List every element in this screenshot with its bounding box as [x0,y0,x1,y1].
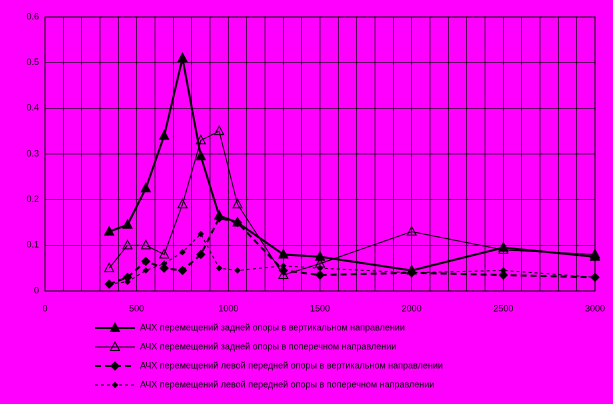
x-tick-label: 2500 [493,303,513,313]
marker [589,248,601,259]
marker [214,213,224,223]
marker [196,249,206,260]
marker [142,267,150,274]
marker [500,267,507,274]
marker [159,263,169,273]
x-tick-label: 1500 [310,303,330,313]
marker [158,129,170,140]
x-tick-label: 1000 [218,303,238,313]
series-line [108,57,596,272]
marker [280,262,287,270]
marker [140,239,152,250]
x-tick-label: 3000 [585,303,605,313]
marker [160,260,168,267]
y-tick-label: 0.6 [26,11,39,21]
marker [197,230,205,238]
y-tick-label: 0.1 [26,240,39,250]
x-tick-label: 500 [129,303,144,313]
marker [158,248,170,259]
marker [213,125,225,136]
legend-marker [111,381,119,389]
y-tick-label: 0.4 [26,103,39,113]
x-tick-label: 2000 [402,303,422,313]
marker [315,270,325,280]
legend-marker [109,321,121,332]
series-line [109,233,596,285]
marker [278,248,289,259]
marker [141,256,151,267]
series-line [108,130,596,276]
marker [234,267,241,274]
marker [316,264,324,272]
legend-label: АЧХ перемещений левой передней опоры в в… [140,360,443,370]
marker [408,269,415,276]
marker [498,243,509,254]
plot-frame [44,16,596,292]
marker [177,52,188,63]
y-tick-label: 0.2 [26,194,39,204]
marker [124,278,131,286]
legend-marker [109,340,121,351]
marker [140,182,152,193]
x-tick-label: 0 [42,303,47,313]
marker [177,265,188,276]
marker [406,225,417,236]
marker [122,218,133,229]
legend-label: АЧХ перемещений задней опоры в вертикаль… [140,322,405,332]
marker [591,274,599,281]
marker [103,225,115,236]
marker [105,280,113,288]
marker [179,248,186,256]
marker [195,134,207,145]
marker [103,262,115,273]
marker [498,270,509,280]
legend-label: АЧХ перемещений левой передней опоры в п… [140,379,434,389]
y-tick-label: 0.5 [26,57,39,67]
marker [232,198,243,209]
y-tick-label: 0.3 [26,148,39,158]
marker [278,268,289,280]
legend-label: АЧХ перемещений задней опоры в поперечно… [140,341,396,351]
marker [177,198,188,209]
marker [232,217,243,228]
marker [122,239,133,250]
marker [215,264,223,272]
y-tick-label: 0 [34,285,39,295]
marker [278,265,289,276]
marker [314,250,326,261]
marker [195,150,207,161]
legend-marker [110,361,120,371]
